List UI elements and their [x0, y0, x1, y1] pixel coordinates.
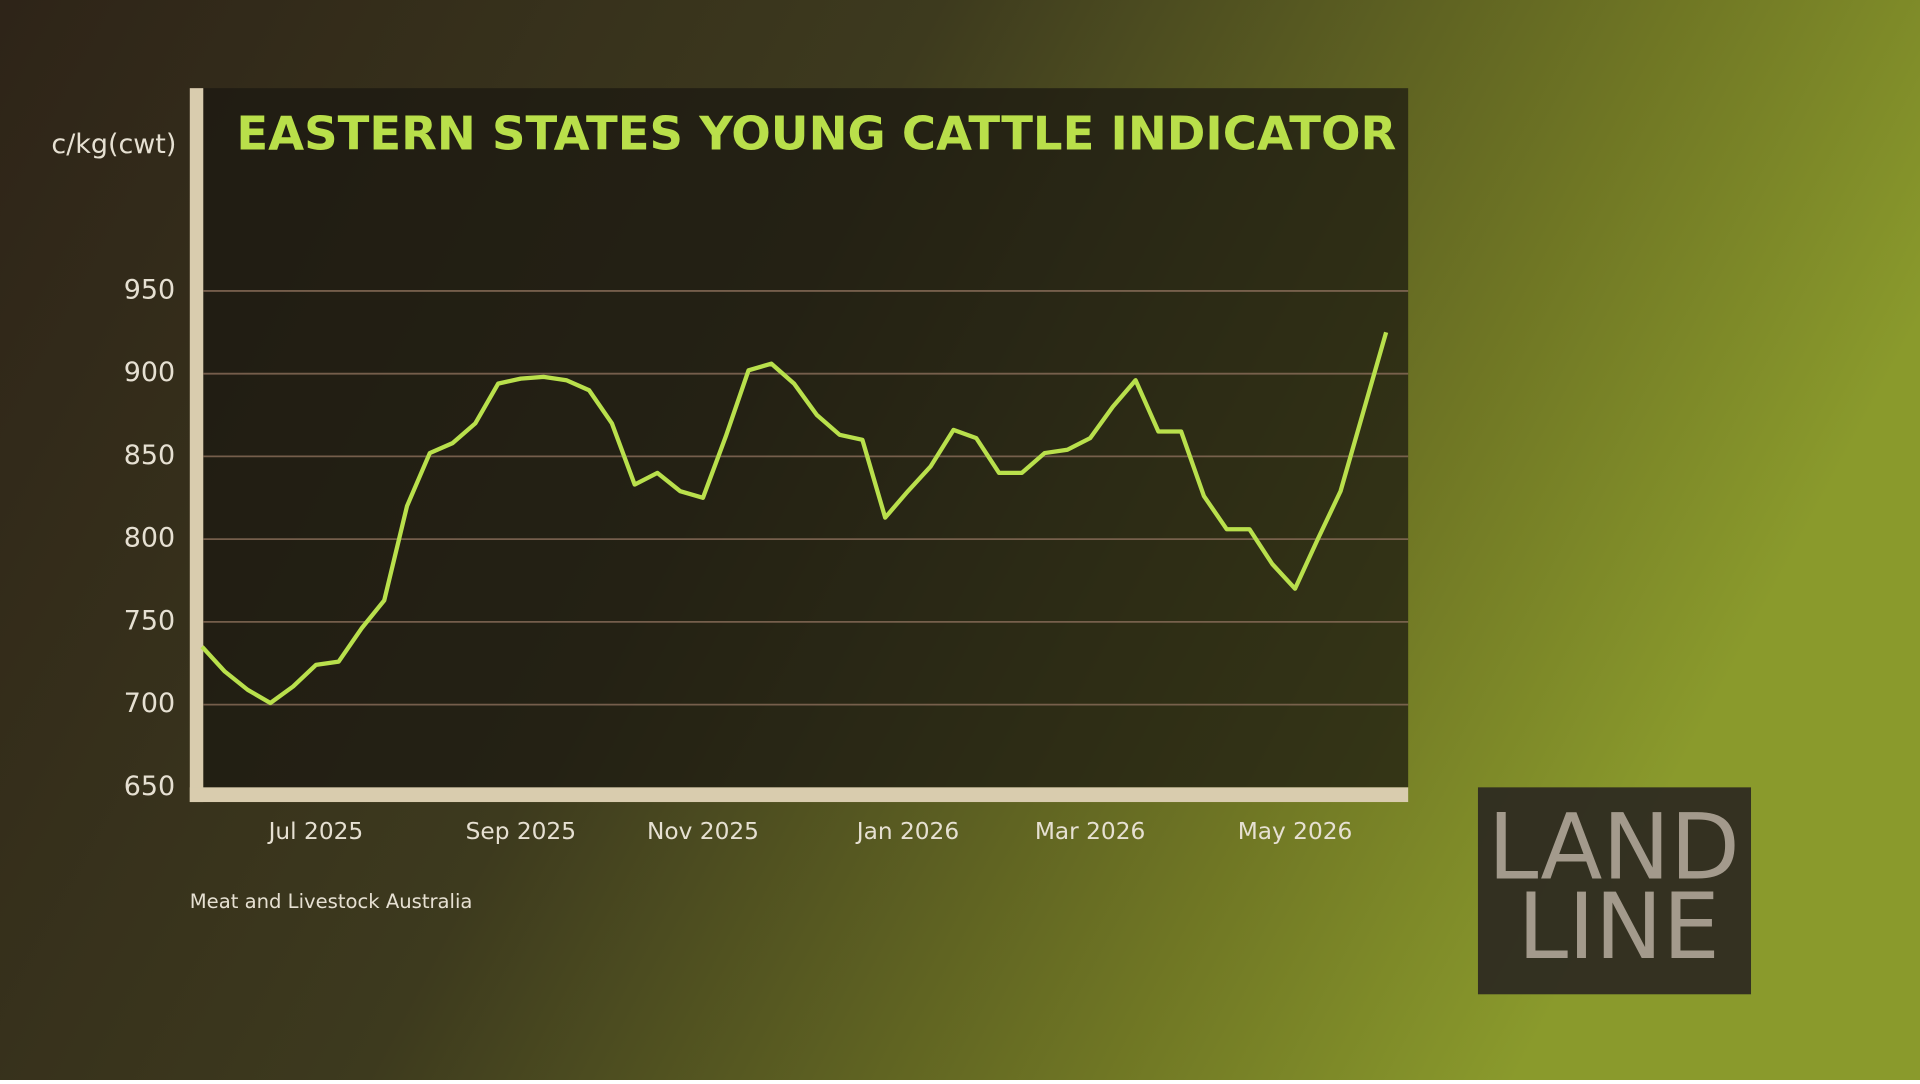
y-tick-label: 700 — [124, 688, 175, 719]
source: Meat and Livestock Australia — [190, 890, 473, 913]
x-tick-label: Nov 2025 — [647, 818, 759, 845]
plot: 650 700 750 800 850 900 950 Jul 2025 Sep 2025 Nov… — [124, 274, 1409, 845]
logo-text: LAND — [1488, 795, 1740, 900]
y-tick-label: 850 — [124, 440, 175, 471]
y-axis-label: c/kg(cwt) — [51, 129, 176, 160]
data-line — [200, 331, 1389, 706]
chart-title: EASTERN STATES YOUNG CATTLE INDICATOR — [236, 107, 1396, 161]
y-tick-label: 650 — [124, 771, 175, 802]
x-tick-label: Jan 2026 — [855, 818, 959, 845]
x-tick-label: Sep 2025 — [466, 818, 576, 845]
y-tick-label: 750 — [124, 605, 175, 636]
y-tick-label: 950 — [124, 274, 175, 305]
y-tick-label: 900 — [124, 357, 175, 388]
y-tick-label: 800 — [124, 523, 175, 554]
y-axis-bar — [189, 88, 204, 803]
x-axis-bar — [189, 787, 1409, 803]
x-tick-label: May 2026 — [1238, 818, 1353, 845]
logo-text: LINE — [1518, 875, 1720, 980]
x-tick-label: Jul 2025 — [267, 818, 364, 845]
logo-box — [1477, 787, 1752, 995]
x-tick-label: Mar 2026 — [1035, 818, 1145, 845]
plot-panel — [203, 88, 1409, 788]
